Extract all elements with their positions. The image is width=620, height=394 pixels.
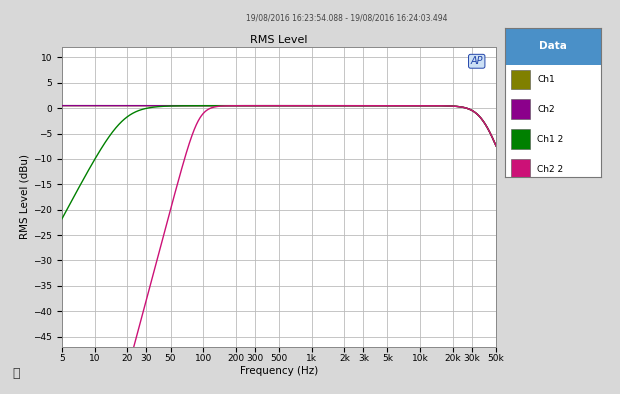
X-axis label: Frequency (Hz): Frequency (Hz): [240, 366, 318, 376]
Text: Data: Data: [539, 41, 567, 51]
Y-axis label: RMS Level (dBu): RMS Level (dBu): [19, 154, 29, 240]
Bar: [511, 99, 530, 119]
Text: 19/08/2016 16:23:54.088 - 19/08/2016 16:24:03.494: 19/08/2016 16:23:54.088 - 19/08/2016 16:…: [247, 14, 448, 23]
Text: Ch1: Ch1: [537, 75, 555, 84]
Text: Ch2 2: Ch2 2: [537, 165, 563, 174]
Text: AP: AP: [471, 56, 483, 66]
Text: Ch1 2: Ch1 2: [537, 135, 563, 144]
Title: RMS Level: RMS Level: [250, 35, 308, 45]
Bar: [511, 69, 530, 89]
Bar: [505, 28, 601, 65]
Bar: [511, 129, 530, 149]
Text: Ch2: Ch2: [537, 105, 555, 114]
Bar: [511, 159, 530, 179]
Text: 🔍: 🔍: [12, 367, 20, 380]
